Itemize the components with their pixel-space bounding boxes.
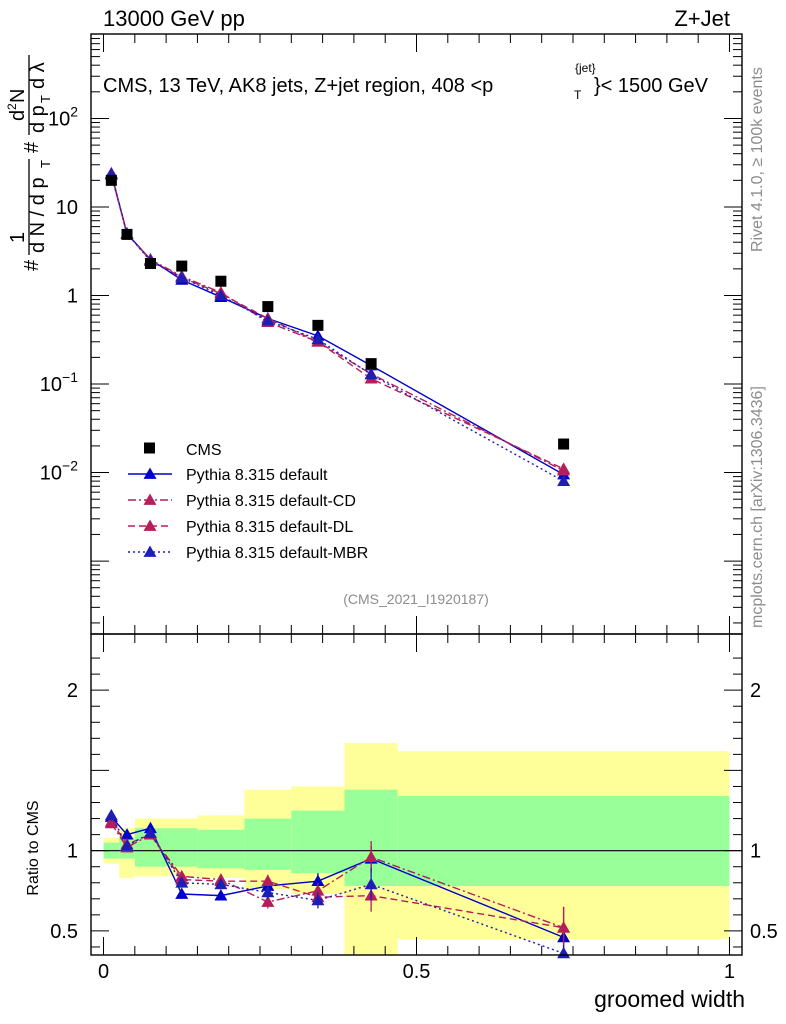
data-point-5 [262,301,274,313]
mc-point-3-7 [364,368,378,380]
ylabel-hash-left: # [21,259,43,271]
ratio-uncertainty-bands [91,743,742,955]
stat-band-5 [244,818,292,870]
ratio-point-2-8 [557,921,571,933]
ratio-point-1-5 [261,895,275,907]
title-sub: T [574,88,582,102]
ylabel-hash-num: # [21,141,43,153]
lower-ytick-label-left-2: 2 [67,680,78,702]
ratio-point-3-7 [364,877,378,890]
legend-marker-1 [143,493,157,505]
ratio-point-3-2 [143,826,157,838]
stat-band-3 [166,828,198,867]
title-sup: {jet} [575,61,596,75]
analysis-tag: (CMS_2021_I1920187) [343,591,489,607]
ratio-point-2-5 [261,874,275,887]
lower-ytick-label-right-1: 1 [750,841,761,863]
ylabel-num-sub: T [38,95,53,103]
header-right: Z+Jet [674,6,730,31]
legend-marker-data [144,442,155,454]
legend-marker-3 [143,545,157,557]
upper-ylabel: # 1 d N / d p T # d 2 N d p T d λ [5,55,53,271]
ratio-point-0-6 [311,874,325,887]
legend-label-data: CMS [186,442,222,459]
legend-marker-0 [143,467,157,479]
lower-ytick-label-left-0: 0.5 [50,921,78,943]
ratio-point-1-7 [364,850,378,862]
ratio-point-3-4 [214,877,228,890]
ratio-point-2-0 [104,815,118,827]
ylabel-num-dp: d p [27,105,49,133]
upper-ytick-label-4: 102 [48,103,78,130]
data-point-4 [215,275,227,287]
ylabel-num-d: d [7,110,29,121]
mc-point-3-4 [214,289,228,301]
legend-marker-2 [143,519,157,531]
mc-point-3-8 [557,474,571,487]
upper-data-points [105,174,570,450]
legend-label-1: Pythia 8.315 default-CD [186,493,356,510]
ratio-point-0-1 [120,828,134,840]
ratio-point-3-5 [261,885,275,898]
mc-line-3 [110,174,564,482]
stat-band-4 [197,829,245,869]
upper-ytick-label-0: 10−2 [40,458,78,485]
ylabel-one: 1 [7,232,29,243]
mc-line-0 [110,173,564,476]
ylabel-num-n: N [7,89,29,103]
data-point-3 [176,260,188,272]
ylabel-num-dl: d λ [27,62,49,89]
mc-point-3-3 [175,270,189,283]
ratio-point-0-3 [175,887,189,899]
mc-point-2-8 [557,462,571,474]
stat-band-6 [291,810,345,874]
mc-point-3-6 [311,332,325,345]
x-tick-label-2: 1 [724,961,735,983]
lower-ytick-label-right-2: 2 [750,680,761,702]
mc-point-3-5 [261,314,275,326]
ratio-point-0-4 [214,889,228,901]
legend: CMS Pythia 8.315 default Pythia 8.315 defa… [128,442,368,562]
upper-frame [90,33,743,635]
data-point-6 [312,319,324,331]
ylabel-den-sub: T [38,160,53,168]
data-point-0 [105,174,117,186]
data-point-7 [365,358,377,370]
upper-mc-lines [104,166,571,487]
ylabel-num-sup: 2 [5,103,19,110]
lower-ytick-label-left-1: 1 [67,841,78,863]
title-end: }< 1500 GeV [594,75,709,97]
x-tick-label-0: 0 [98,961,109,983]
ratio-point-3-3 [175,876,189,888]
legend-label-3: Pythia 8.315 default-MBR [186,545,368,562]
lower-ylabel: Ratio to CMS [25,800,42,895]
data-point-1 [121,228,133,240]
ratio-point-3-6 [311,893,325,906]
mc-line-2 [110,173,564,470]
ratio-point-3-0 [104,808,118,821]
mc-line-1 [110,174,564,472]
data-point-8 [558,438,570,450]
legend-label-2: Pythia 8.315 default-DL [186,519,353,536]
x-tick-label-1: 0.5 [403,961,431,983]
lower-ratio-lines [104,808,571,959]
ratio-point-3-8 [557,946,571,959]
mcplots-label: mcplots.cern.ch [arXiv:1306.3436] [749,386,766,628]
data-point-2 [144,257,156,269]
lower-ytick-label-right-0: 0.5 [750,921,778,943]
ratio-point-3-1 [120,839,134,851]
header-left: 13000 GeV pp [103,6,245,31]
x-axis-label: groomed width [594,986,745,1012]
upper-ytick-label-3: 10 [56,197,78,219]
ylabel-den: d N / d p [27,177,49,253]
upper-ytick-label-1: 10−1 [40,369,78,396]
plot-title: CMS, 13 TeV, AK8 jets, Z+jet region, 408… [103,61,709,102]
title-main: CMS, 13 TeV, AK8 jets, Z+jet region, 408… [103,75,493,97]
legend-label-0: Pythia 8.315 default [186,467,328,484]
stat-band-8 [397,796,730,886]
rivet-label: Rivet 4.1.0, ≥ 100k events [749,67,766,252]
axes: 0 0.5 1 10−2 10−1 1 10 102 0.5 0.5 1 1 2 2 [40,33,778,983]
upper-ytick-label-2: 1 [67,286,78,308]
